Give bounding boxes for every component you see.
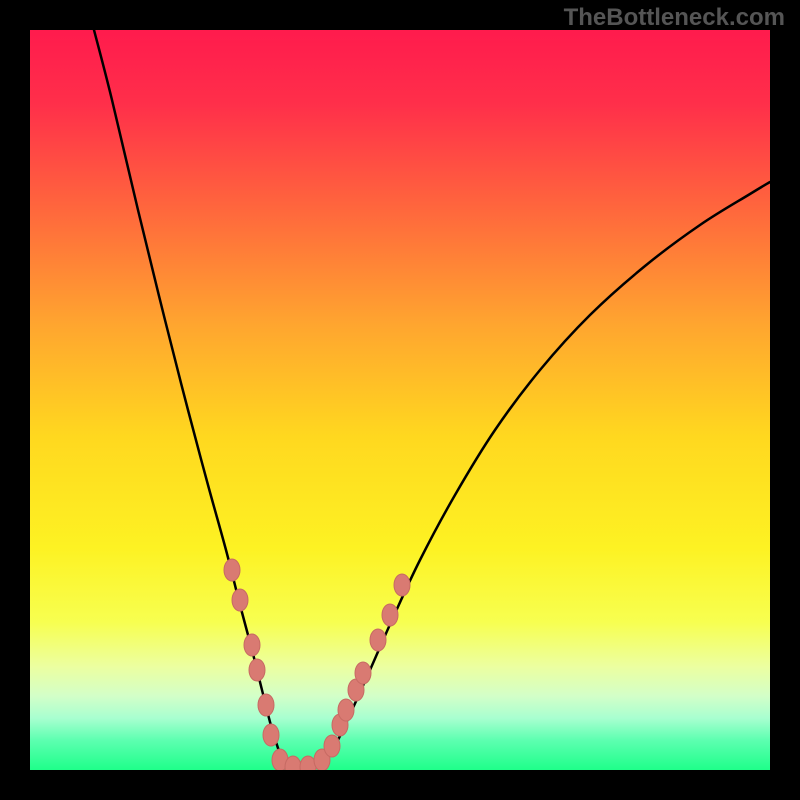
marker-point bbox=[338, 699, 354, 721]
marker-point bbox=[249, 659, 265, 681]
marker-point bbox=[263, 724, 279, 746]
marker-point bbox=[382, 604, 398, 626]
marker-point bbox=[224, 559, 240, 581]
marker-point bbox=[258, 694, 274, 716]
marker-point bbox=[324, 735, 340, 757]
marker-point bbox=[300, 756, 316, 770]
marker-point bbox=[244, 634, 260, 656]
chart-overlay-svg bbox=[30, 30, 770, 770]
marker-point bbox=[232, 589, 248, 611]
marker-point bbox=[394, 574, 410, 596]
marker-point bbox=[355, 662, 371, 684]
marker-point bbox=[370, 629, 386, 651]
curve-right bbox=[312, 182, 770, 768]
curve-left bbox=[94, 30, 293, 768]
plot-area bbox=[30, 30, 770, 770]
watermark-text: TheBottleneck.com bbox=[564, 4, 785, 32]
chart-frame: TheBottleneck.com bbox=[0, 0, 800, 800]
